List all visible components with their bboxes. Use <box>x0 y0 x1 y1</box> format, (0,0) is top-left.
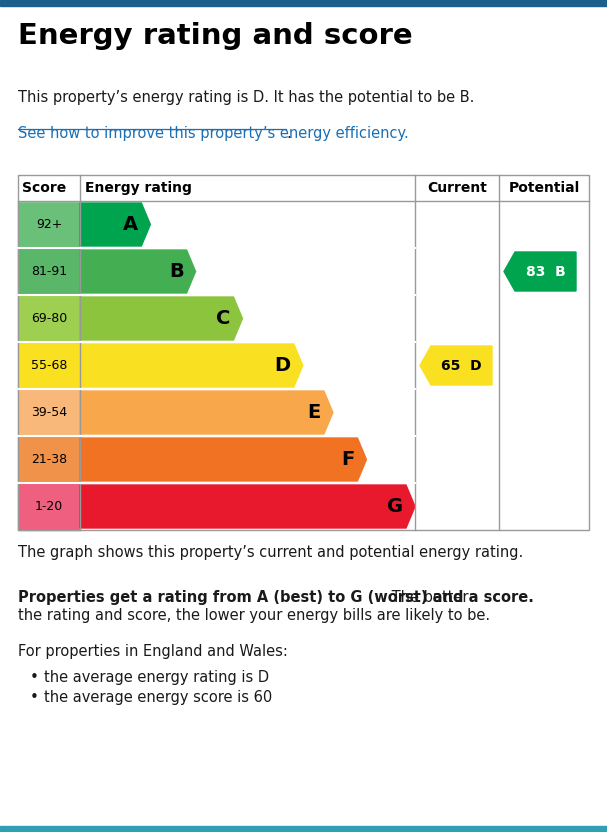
Text: C: C <box>216 309 231 328</box>
Polygon shape <box>80 203 151 246</box>
Text: Current: Current <box>427 181 487 195</box>
Text: F: F <box>341 450 354 469</box>
Text: the average energy score is 60: the average energy score is 60 <box>44 690 273 705</box>
Text: E: E <box>308 403 321 422</box>
Text: 55-68: 55-68 <box>31 359 67 372</box>
Polygon shape <box>80 297 242 340</box>
Text: •: • <box>30 670 39 685</box>
Text: A: A <box>123 215 138 234</box>
Polygon shape <box>420 346 492 385</box>
Polygon shape <box>504 252 576 291</box>
Text: For properties in England and Wales:: For properties in England and Wales: <box>18 644 288 659</box>
Bar <box>18 483 80 530</box>
Text: The better: The better <box>387 590 468 605</box>
Text: Potential: Potential <box>509 181 580 195</box>
Text: Score: Score <box>22 181 66 195</box>
Text: See how to improve this property’s energy efficiency.: See how to improve this property’s energ… <box>18 126 409 141</box>
Text: The graph shows this property’s current and potential energy rating.: The graph shows this property’s current … <box>18 545 523 560</box>
Text: 65  D: 65 D <box>441 359 482 373</box>
Text: 69-80: 69-80 <box>31 312 67 325</box>
Text: G: G <box>387 497 403 516</box>
Bar <box>18 175 589 530</box>
Polygon shape <box>80 485 415 528</box>
Bar <box>18 436 80 483</box>
Bar <box>18 389 80 436</box>
Bar <box>0 0 607 6</box>
Bar <box>18 342 80 389</box>
Bar <box>18 175 589 201</box>
Text: 21-38: 21-38 <box>31 453 67 466</box>
Text: the rating and score, the lower your energy bills are likely to be.: the rating and score, the lower your ene… <box>18 608 490 623</box>
Polygon shape <box>80 438 367 481</box>
Bar <box>18 201 80 248</box>
Polygon shape <box>80 344 303 387</box>
Text: Energy rating and score: Energy rating and score <box>18 22 413 50</box>
Text: .: . <box>286 126 291 141</box>
Text: This property’s energy rating is D. It has the potential to be B.: This property’s energy rating is D. It h… <box>18 90 475 105</box>
Text: Energy rating: Energy rating <box>85 181 192 195</box>
Text: D: D <box>274 356 291 375</box>
Text: 92+: 92+ <box>36 218 62 231</box>
Polygon shape <box>80 391 333 434</box>
Polygon shape <box>80 250 195 293</box>
Text: the average energy rating is D: the average energy rating is D <box>44 670 269 685</box>
Bar <box>0 826 607 832</box>
Bar <box>18 248 80 295</box>
Text: B: B <box>169 262 183 281</box>
Text: 39-54: 39-54 <box>31 406 67 419</box>
Text: Properties get a rating from A (best) to G (worst) and a score.: Properties get a rating from A (best) to… <box>18 590 534 605</box>
Text: •: • <box>30 690 39 705</box>
Text: 1-20: 1-20 <box>35 500 63 513</box>
Text: 83  B: 83 B <box>526 265 565 279</box>
Bar <box>18 295 80 342</box>
Text: 81-91: 81-91 <box>31 265 67 278</box>
